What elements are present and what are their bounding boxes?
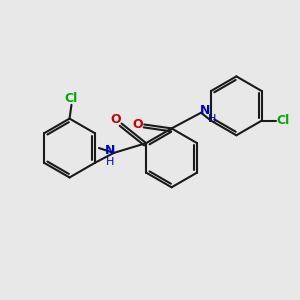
Text: O: O: [110, 113, 121, 126]
Text: H: H: [106, 157, 114, 167]
Text: Cl: Cl: [277, 114, 290, 127]
Text: H: H: [208, 114, 216, 124]
Text: N: N: [105, 145, 115, 158]
Text: O: O: [132, 118, 142, 131]
Text: N: N: [200, 104, 210, 117]
Text: Cl: Cl: [65, 92, 78, 106]
